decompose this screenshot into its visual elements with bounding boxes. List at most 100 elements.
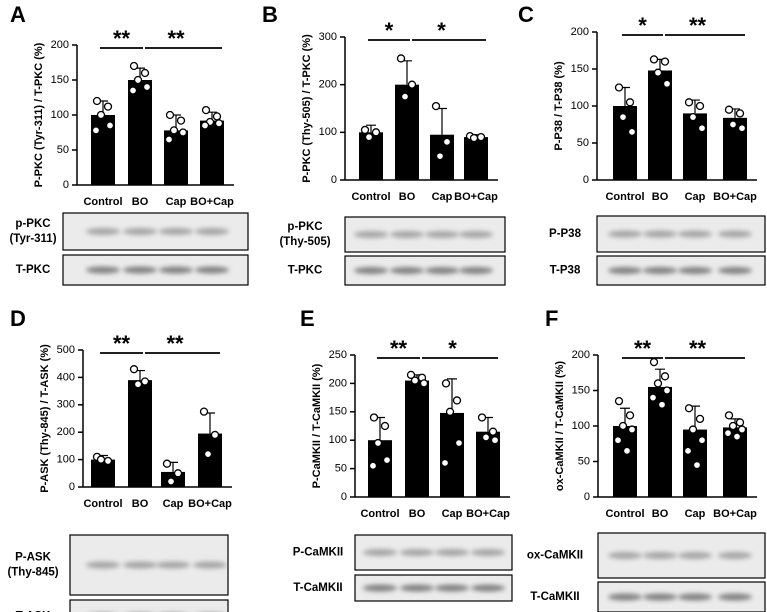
data-point [96, 455, 106, 464]
data-point [364, 132, 374, 142]
blot-band [400, 584, 434, 592]
significance-label: ** [689, 336, 707, 361]
blot-band [608, 552, 642, 559]
data-point [490, 436, 500, 445]
data-point [442, 137, 452, 147]
blot-band [390, 231, 424, 238]
blot-band [123, 266, 157, 274]
y-tick-label: 200 [319, 79, 337, 91]
x-tick-label: BO [132, 196, 149, 208]
blot-band [718, 552, 752, 559]
y-axis-label: P-PKC (Tyr-311) / T-PKC (%) [33, 42, 45, 187]
blot-band [86, 266, 120, 274]
data-point [201, 105, 211, 115]
data-point [724, 105, 734, 114]
blot-label: P-P38 [549, 228, 582, 240]
blot-frame [69, 599, 229, 612]
y-tick-label: 150 [572, 384, 590, 396]
data-point [369, 413, 379, 422]
data-point [649, 55, 659, 64]
y-tick-label: 50 [57, 144, 69, 156]
data-point [625, 411, 635, 420]
data-point [91, 126, 101, 135]
blot-band [459, 267, 493, 274]
data-point [697, 124, 707, 133]
blot-band [86, 228, 120, 235]
data-point [454, 438, 464, 448]
blot-band [354, 267, 388, 274]
blot-label: T-CaMKII [293, 582, 342, 594]
y-tick-label: 0 [69, 481, 75, 493]
data-point [695, 101, 705, 111]
panel: F 0 50 100 150 200 ox-CaMKII / T-CaMKII (%) Con… [527, 306, 766, 612]
y-tick-label: 100 [319, 126, 337, 138]
panel: B 0 100 200 300 P-PKC (Thy-505) / T-PKC (%) Co… [262, 2, 506, 286]
panel-letter: A [10, 2, 26, 27]
data-point [613, 436, 623, 445]
data-point [178, 128, 188, 137]
blot-band [159, 266, 193, 274]
x-tick-label: Cap [685, 508, 706, 520]
x-tick-label: Cap [166, 196, 187, 208]
blot-band [435, 584, 469, 592]
bar [683, 113, 707, 180]
data-point [176, 116, 186, 125]
data-point [140, 377, 150, 386]
y-tick-label: 250 [329, 349, 347, 361]
y-tick-label: 0 [583, 174, 589, 186]
data-point [622, 446, 632, 456]
x-tick-label: Control [605, 191, 644, 203]
significance-label: ** [167, 26, 185, 51]
error-bar [366, 124, 376, 133]
data-point [164, 135, 174, 144]
x-tick-label: BO+Cap [454, 191, 498, 203]
blot-label: (Tyr-311) [9, 233, 56, 245]
y-tick-label: 100 [57, 454, 75, 466]
x-tick-label: Control [360, 508, 399, 520]
blot-band [643, 552, 677, 559]
x-tick-label: Control [83, 196, 122, 208]
blot-label: T-CaMKII [530, 591, 579, 603]
blot-band [718, 267, 752, 274]
y-axis-label: P-ASK (Thy-845) / T-ASK (%) [39, 344, 51, 493]
data-point [476, 132, 486, 142]
data-point [662, 386, 672, 395]
data-point [371, 128, 381, 137]
blot-band [354, 231, 388, 238]
x-tick-label: BO+Cap [713, 508, 757, 520]
data-point [435, 152, 445, 161]
error-bar [205, 412, 215, 434]
panel-letter: D [10, 306, 26, 331]
panel-letter: F [545, 306, 558, 331]
significance-label: ** [166, 331, 184, 356]
data-point [692, 460, 702, 470]
data-point [688, 112, 698, 122]
blot-band [643, 230, 677, 238]
blot-band [425, 267, 459, 274]
y-tick-label: 0 [63, 179, 69, 191]
data-point [732, 432, 742, 441]
data-point [142, 82, 152, 92]
blot-band [459, 231, 493, 238]
data-point [162, 459, 172, 468]
y-tick-label: 0 [341, 491, 347, 503]
blot-label: T-ASK [16, 611, 51, 612]
bar [91, 459, 115, 487]
panel: C 0 50 100 150 200 P-P38 / T-P38 (%) Control BO C… [518, 2, 766, 286]
data-point [657, 400, 667, 409]
y-tick-label: 50 [578, 455, 590, 467]
data-point [660, 57, 670, 66]
data-point [614, 83, 624, 92]
data-point [214, 119, 224, 128]
data-point [684, 404, 694, 413]
y-tick-label: 300 [319, 31, 337, 43]
y-axis-label: P-P38 / T-P38 (%) [553, 61, 565, 151]
x-tick-label: Cap [685, 191, 706, 203]
y-tick-label: 400 [57, 371, 75, 383]
data-point [166, 477, 176, 486]
significance-label: * [448, 336, 457, 361]
blot-band [363, 549, 397, 556]
data-point [133, 380, 143, 389]
data-point [129, 365, 139, 374]
error-bar [437, 107, 447, 135]
